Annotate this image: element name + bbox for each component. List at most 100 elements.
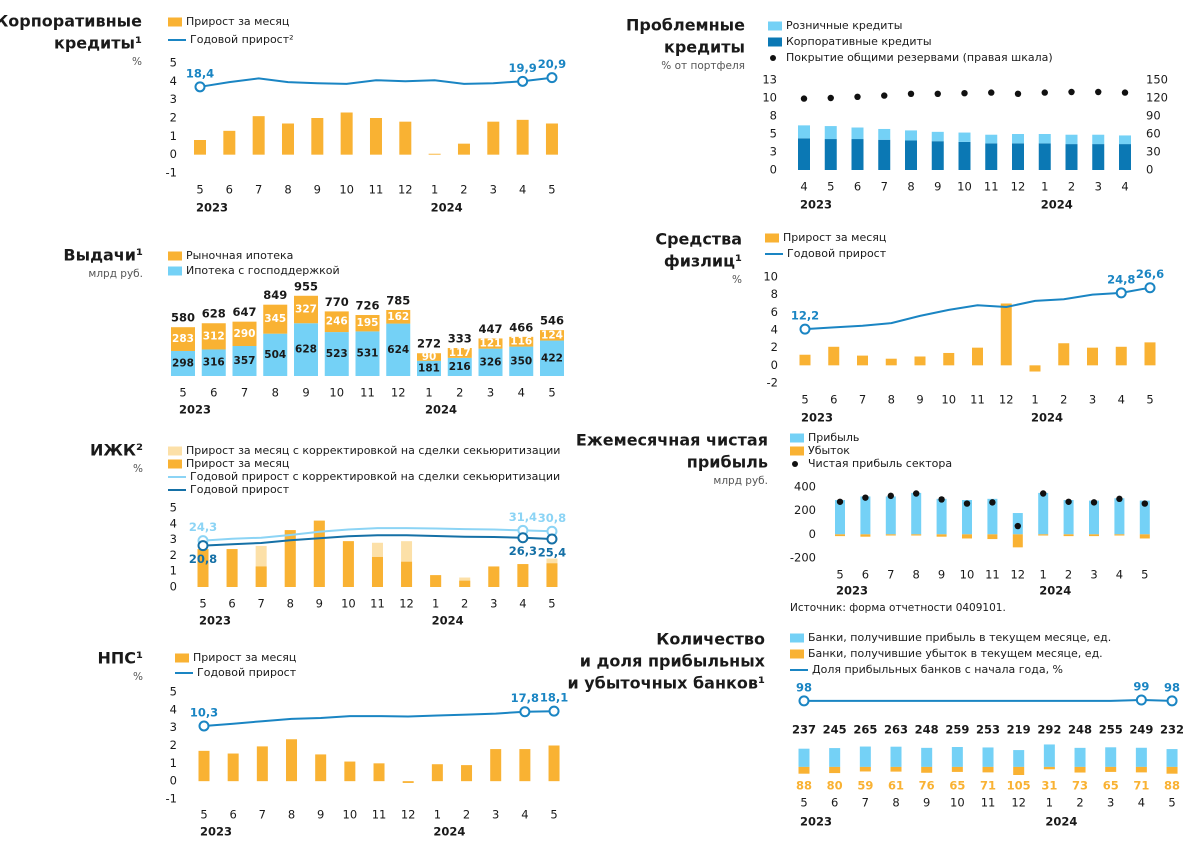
x-tick-label: 12 bbox=[1010, 568, 1025, 582]
bar bbox=[1013, 766, 1025, 775]
bar bbox=[324, 311, 349, 333]
bar bbox=[478, 348, 503, 376]
x-tick-label: 8 bbox=[288, 808, 295, 822]
dot bbox=[989, 499, 996, 506]
y2-tick-label: 150 bbox=[1146, 73, 1168, 87]
x-tick-label: 10 bbox=[343, 808, 358, 822]
dot bbox=[1090, 499, 1098, 506]
bar-value-label: 65 bbox=[1103, 779, 1119, 793]
bar bbox=[824, 139, 837, 170]
bar bbox=[1089, 534, 1099, 537]
line-marker bbox=[546, 72, 558, 84]
legend-swatch bbox=[768, 37, 782, 47]
x-tick-label: 11 bbox=[370, 597, 385, 611]
year-label: 2024 bbox=[1045, 815, 1077, 829]
bar bbox=[798, 748, 810, 767]
x-tick-label: 2 bbox=[461, 597, 468, 611]
y-tick-label: 0 bbox=[170, 774, 177, 788]
year-label: 2024 bbox=[432, 614, 464, 628]
x-tick-label: 5 bbox=[196, 183, 203, 197]
line-value-label: 25,4 bbox=[538, 546, 566, 560]
legend-label: Розничные кредиты bbox=[786, 19, 902, 32]
x-tick-label: 10 bbox=[329, 386, 344, 400]
bar bbox=[1065, 134, 1078, 145]
bar-value-label: 290 bbox=[234, 328, 256, 340]
line-value-label: 20,8 bbox=[189, 552, 217, 566]
bar bbox=[905, 140, 917, 170]
bar bbox=[1058, 343, 1070, 366]
bar bbox=[1043, 744, 1055, 767]
bar bbox=[1012, 134, 1024, 144]
x-tick-label: 4 bbox=[519, 183, 526, 197]
line-value-label: 30,8 bbox=[538, 511, 566, 525]
x-tick-label: 4 bbox=[1118, 393, 1125, 407]
bar bbox=[428, 153, 441, 155]
bar bbox=[286, 739, 298, 782]
bar bbox=[1063, 500, 1074, 535]
chart-title: НПС¹ bbox=[97, 649, 143, 668]
y-tick-label: 0 bbox=[770, 163, 777, 177]
bar bbox=[1166, 766, 1178, 774]
y-tick-label: 3 bbox=[770, 145, 777, 159]
year-label: 2023 bbox=[836, 584, 868, 598]
x-tick-label: 1 bbox=[1046, 796, 1053, 810]
bar-value-label: 357 bbox=[234, 355, 256, 367]
unit-label: млрд руб. bbox=[88, 268, 143, 280]
bar bbox=[399, 121, 412, 155]
line-marker bbox=[798, 695, 810, 707]
y-tick-label: 4 bbox=[170, 702, 177, 716]
unit-label: % bbox=[732, 274, 742, 286]
bar bbox=[799, 354, 811, 366]
bar bbox=[447, 357, 472, 376]
bar bbox=[1038, 492, 1049, 535]
x-tick-label: 11 bbox=[970, 393, 985, 407]
dot bbox=[887, 492, 894, 500]
bar-value-label: 245 bbox=[823, 723, 847, 737]
dot bbox=[827, 94, 834, 102]
bar-value-label: 316 bbox=[203, 357, 225, 369]
legend-label: Корпоративные кредиты bbox=[786, 35, 932, 48]
x-tick-label: 3 bbox=[1107, 796, 1114, 810]
legend-label: Доля прибыльных банков с начала года, % bbox=[812, 663, 1063, 676]
total-label: 333 bbox=[448, 332, 472, 346]
dot bbox=[934, 90, 941, 98]
bar bbox=[1089, 500, 1099, 535]
bar-value-label: 76 bbox=[919, 779, 935, 793]
x-tick-label: 8 bbox=[892, 796, 899, 810]
bar bbox=[835, 534, 845, 537]
bar-value-label: 216 bbox=[449, 361, 471, 373]
bar bbox=[1139, 500, 1150, 535]
x-tick-label: 4 bbox=[521, 808, 528, 822]
y-tick-label: 3 bbox=[170, 92, 177, 106]
bar-value-label: 237 bbox=[792, 723, 816, 737]
bar bbox=[885, 358, 897, 366]
x-tick-label: 12 bbox=[401, 808, 416, 822]
bar bbox=[487, 121, 500, 155]
line-marker bbox=[197, 540, 209, 552]
bar-value-label: 80 bbox=[827, 779, 843, 793]
x-tick-label: 9 bbox=[916, 393, 923, 407]
bar bbox=[878, 139, 891, 170]
bar bbox=[517, 564, 529, 587]
bar bbox=[1000, 303, 1012, 366]
bar-value-label: 31 bbox=[1041, 779, 1057, 793]
bar-value-label: 312 bbox=[203, 330, 225, 342]
x-tick-label: 5 bbox=[801, 393, 808, 407]
bar bbox=[931, 131, 944, 142]
chart-title: Ежемесячная чистая bbox=[576, 431, 768, 450]
dot bbox=[961, 90, 968, 97]
legend-label: Прирост за месяц bbox=[186, 457, 289, 470]
bar-value-label: 327 bbox=[295, 304, 317, 316]
x-tick-label: 7 bbox=[881, 180, 888, 194]
bar bbox=[1065, 144, 1078, 170]
x-tick-label: 10 bbox=[339, 183, 354, 197]
x-tick-label: 1 bbox=[425, 386, 432, 400]
y-tick-label: -200 bbox=[790, 551, 816, 565]
bar bbox=[457, 143, 470, 155]
x-tick-label: 9 bbox=[302, 386, 309, 400]
bar bbox=[962, 534, 972, 539]
total-label: 647 bbox=[232, 305, 256, 319]
y-tick-label: 5 bbox=[170, 685, 177, 699]
legend-label: Ипотека с господдержкой bbox=[186, 264, 340, 277]
